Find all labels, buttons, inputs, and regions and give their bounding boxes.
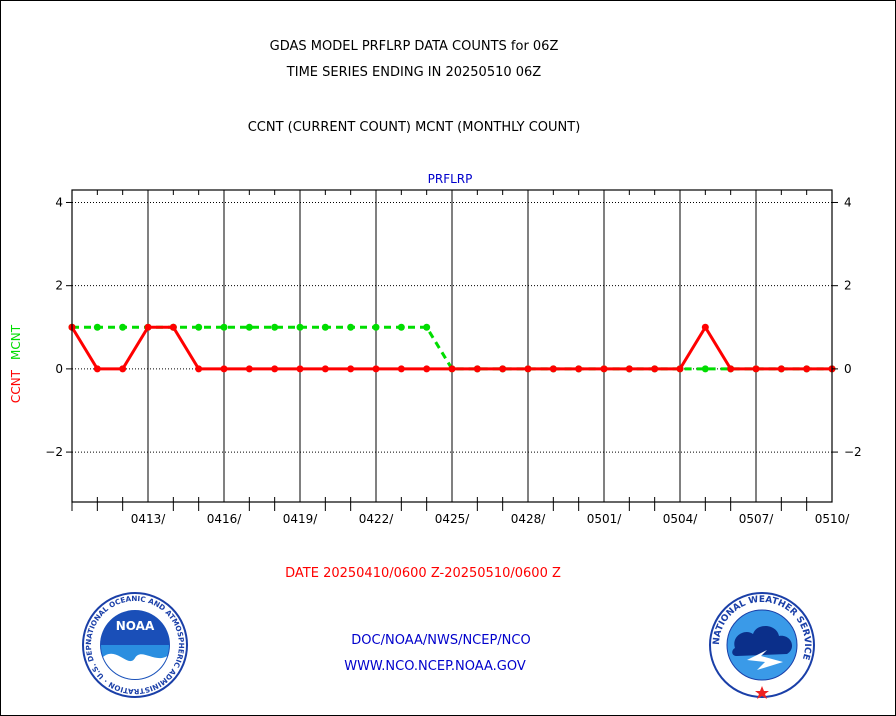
data-point-mcnt [296, 323, 304, 331]
data-point-ccnt [777, 365, 785, 373]
y-tick-label-right: 0 [844, 362, 852, 376]
y-axis-label-ccnt: CCNT [9, 369, 23, 403]
panel-title: PRFLRP [427, 172, 473, 186]
data-point-mcnt [423, 323, 431, 331]
data-point-ccnt [397, 365, 405, 373]
nws-logo-icon: NATIONAL WEATHER SERVICE [709, 592, 815, 699]
y-tick-label-left: 4 [55, 195, 63, 209]
y-tick-label-left: 0 [55, 362, 63, 376]
org-label: DOC/NOAA/NWS/NCEP/NCO [351, 633, 531, 648]
data-point-ccnt [220, 365, 228, 373]
x-tick-label: 0413/ [131, 512, 167, 526]
y-tick-label-right: 4 [844, 195, 852, 209]
data-point-ccnt [625, 365, 633, 373]
data-point-ccnt [245, 365, 253, 373]
y-axis-label: CCNT MCNT [9, 324, 23, 403]
x-tick-label: 0501/ [587, 512, 623, 526]
data-point-mcnt [195, 323, 203, 331]
chart-subtitle: CCNT (CURRENT COUNT) MCNT (MONTHLY COUNT… [247, 120, 581, 135]
data-point-ccnt [296, 365, 304, 373]
data-point-ccnt [651, 365, 659, 373]
data-point-ccnt [144, 323, 152, 331]
data-point-mcnt [220, 323, 228, 331]
data-point-ccnt [499, 365, 507, 373]
data-point-ccnt [423, 365, 431, 373]
x-tick-label: 0507/ [739, 512, 775, 526]
website-label: WWW.NCO.NCEP.NOAA.GOV [344, 659, 526, 674]
data-point-mcnt [245, 323, 253, 331]
data-point-ccnt [524, 365, 532, 373]
data-point-ccnt [372, 365, 380, 373]
data-point-ccnt [321, 365, 329, 373]
data-point-ccnt [803, 365, 811, 373]
noaa-logo-icon: NOAA NATIONAL OCEANIC AND ATMOSPHERIC AD… [80, 590, 188, 698]
x-tick-label: 0510/ [815, 512, 851, 526]
x-tick-label: 0419/ [283, 512, 319, 526]
y-tick-label-right: 2 [844, 279, 852, 293]
x-tick-label: 0425/ [435, 512, 471, 526]
y-tick-label-right: −2 [844, 445, 862, 459]
data-point-ccnt [600, 365, 608, 373]
data-point-ccnt [727, 365, 735, 373]
data-point-ccnt [271, 365, 279, 373]
data-point-ccnt [549, 365, 557, 373]
data-point-ccnt [119, 365, 127, 373]
y-axis-label-mcnt: MCNT [9, 324, 23, 360]
y-tick-label-left: 2 [55, 279, 63, 293]
plot-border [71, 189, 833, 503]
x-tick-label: 0504/ [663, 512, 699, 526]
x-tick-label: 0422/ [359, 512, 395, 526]
date-range-label: DATE 20250410/0600 Z-20250510/0600 Z [285, 566, 561, 581]
data-point-mcnt [119, 323, 127, 331]
data-point-ccnt [676, 365, 684, 373]
data-point-ccnt [93, 365, 101, 373]
data-point-mcnt [397, 323, 405, 331]
chart-title-line2: TIME SERIES ENDING IN 20250510 06Z [286, 65, 542, 80]
data-point-ccnt [347, 365, 355, 373]
data-point-mcnt [321, 323, 329, 331]
data-point-mcnt [271, 323, 279, 331]
data-point-ccnt [575, 365, 583, 373]
x-tick-label: 0416/ [207, 512, 243, 526]
data-point-mcnt [93, 323, 101, 331]
x-tick-label: 0428/ [511, 512, 547, 526]
data-point-ccnt [473, 365, 481, 373]
data-point-ccnt [448, 365, 456, 373]
data-point-mcnt [347, 323, 355, 331]
data-point-ccnt [701, 323, 709, 331]
data-point-ccnt [195, 365, 203, 373]
data-point-mcnt [701, 365, 709, 373]
y-tick-label-left: −2 [45, 445, 63, 459]
data-point-ccnt [169, 323, 177, 331]
data-point-mcnt [372, 323, 380, 331]
chart-title-line1: GDAS MODEL PRFLRP DATA COUNTS for 06Z [269, 39, 559, 54]
data-point-ccnt [752, 365, 760, 373]
noaa-logo-text: NOAA [116, 619, 155, 633]
